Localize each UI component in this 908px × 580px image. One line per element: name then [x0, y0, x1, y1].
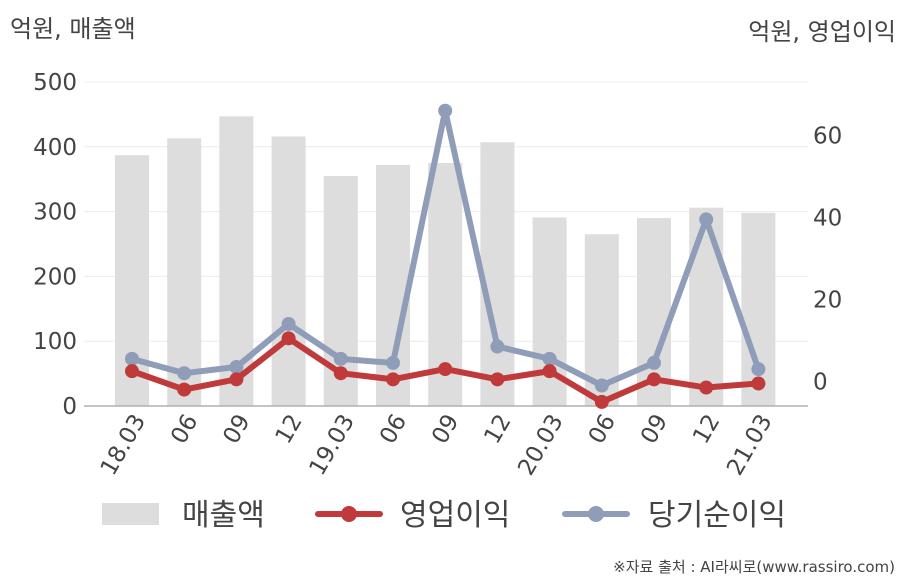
point-09 — [229, 372, 244, 387]
x-tick-label: 21.03 — [722, 410, 777, 480]
point-18.03 — [125, 364, 139, 379]
point-12 — [699, 212, 714, 227]
left-tick-label: 0 — [62, 394, 77, 420]
point-06 — [594, 378, 609, 393]
right-tick-label: 60 — [813, 123, 842, 149]
source-note: ※자료 출처 : AI라씨로(www.rassiro.com) — [613, 558, 895, 576]
point-09 — [647, 355, 661, 370]
point-20.03 — [542, 351, 557, 366]
left-tick-label: 400 — [33, 135, 77, 161]
legend-label: 당기순이익 — [648, 498, 786, 533]
point-19.03 — [333, 366, 348, 381]
bar-12 — [480, 142, 515, 406]
point-12 — [281, 331, 296, 346]
point-09 — [229, 360, 244, 375]
legend-swatch — [102, 503, 159, 525]
x-tick-label: 09 — [218, 410, 255, 448]
point-06 — [386, 355, 400, 370]
legend-item-영업이익: 영업이익 — [315, 498, 510, 533]
legend-item-당기순이익: 당기순이익 — [562, 498, 786, 533]
point-09 — [647, 372, 661, 387]
bar-12 — [271, 136, 306, 406]
point-06 — [594, 394, 609, 409]
point-18.03 — [125, 351, 139, 366]
legend-label: 영업이익 — [400, 498, 510, 533]
bar-12 — [689, 207, 724, 406]
point-21.03 — [751, 362, 766, 377]
line-series — [125, 103, 766, 409]
x-tick-label: 06 — [584, 410, 621, 448]
right-tick-label: 0 — [813, 369, 828, 395]
line-series-당기순이익 — [125, 103, 766, 393]
x-tick-label: 12 — [479, 410, 516, 448]
point-12 — [490, 339, 505, 354]
left-axis-label: 억원, 매출액 — [10, 15, 136, 43]
x-tick-label: 19.03 — [305, 410, 360, 480]
right-tick-label: 40 — [813, 205, 842, 231]
left-tick-label: 300 — [33, 200, 77, 226]
left-tick-label: 200 — [33, 264, 77, 290]
x-tick-label: 06 — [166, 410, 203, 448]
right-tick-label: 20 — [813, 287, 842, 313]
point-12 — [490, 372, 505, 387]
point-21.03 — [751, 376, 766, 391]
left-tick-label: 100 — [33, 329, 77, 355]
x-tick-label: 09 — [636, 410, 673, 448]
x-tick-label: 06 — [375, 410, 412, 448]
x-tick-label: 12 — [688, 410, 725, 448]
point-12 — [281, 316, 296, 331]
right-axis-label: 억원, 영업이익 — [748, 18, 896, 46]
point-06 — [386, 372, 400, 387]
point-19.03 — [333, 351, 348, 366]
legend-marker — [341, 506, 357, 522]
point-06 — [177, 382, 192, 397]
x-tick-label: 09 — [427, 410, 464, 448]
point-20.03 — [542, 364, 557, 379]
x-tick-label: 20.03 — [513, 410, 568, 480]
left-tick-label: 500 — [33, 70, 77, 96]
legend: 매출액 영업이익 당기순이익 — [102, 498, 786, 533]
line-series-영업이익 — [125, 331, 766, 409]
legend-label: 매출액 — [182, 498, 265, 533]
legend-marker — [588, 506, 604, 522]
right-axis-ticks: 0 20 40 60 — [813, 123, 842, 395]
point-06 — [177, 366, 192, 381]
legend-item-매출액: 매출액 — [102, 498, 265, 533]
x-tick-label: 18.03 — [96, 410, 151, 480]
left-axis-ticks: 0 100 200 300 400 500 — [33, 70, 77, 420]
point-09 — [438, 103, 453, 118]
x-tick-label: 12 — [271, 410, 308, 448]
point-12 — [699, 380, 714, 395]
bar-06 — [167, 138, 202, 406]
point-09 — [438, 362, 453, 377]
